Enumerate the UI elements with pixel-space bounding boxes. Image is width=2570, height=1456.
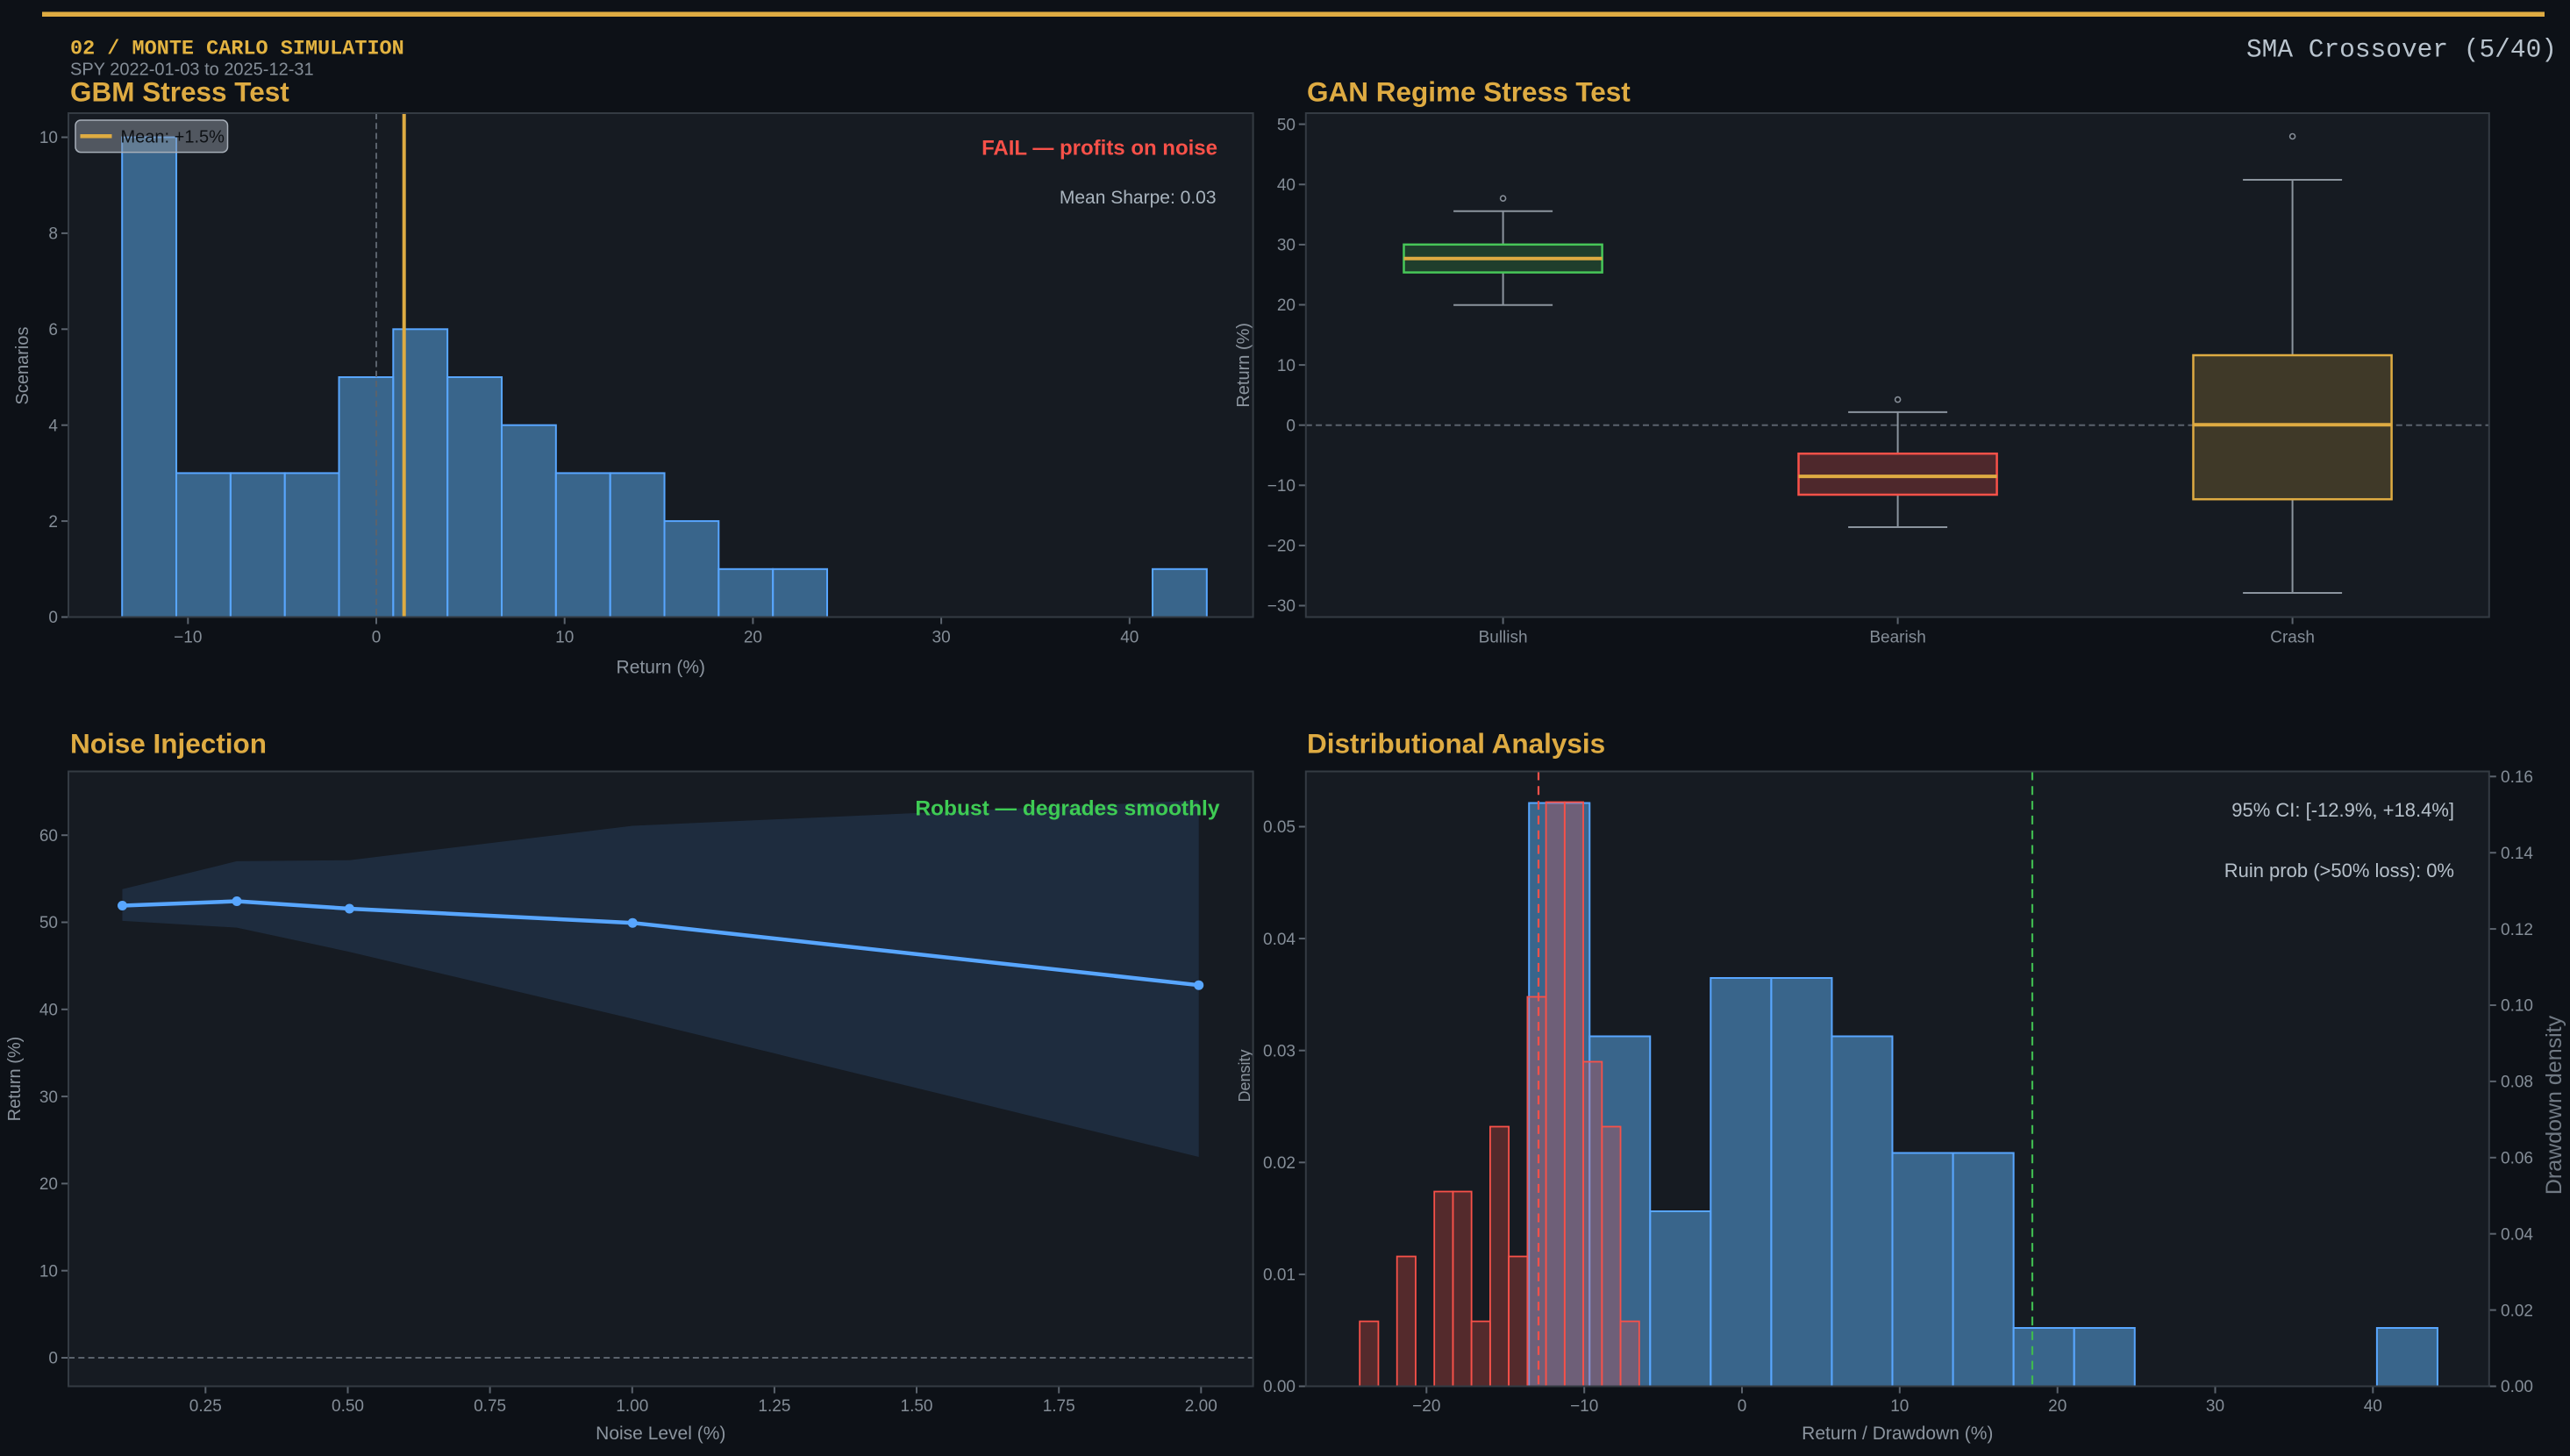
svg-text:02 / MONTE CARLO SIMULATION: 02 / MONTE CARLO SIMULATION: [70, 38, 404, 61]
svg-text:0: 0: [48, 1350, 58, 1368]
svg-text:−10: −10: [174, 629, 202, 647]
svg-text:0.08: 0.08: [2501, 1074, 2533, 1092]
svg-text:Bearish: Bearish: [1869, 629, 1925, 647]
svg-text:Mean: +1.5%: Mean: +1.5%: [121, 128, 225, 147]
svg-text:FAIL — profits on noise: FAIL — profits on noise: [982, 136, 1217, 160]
svg-text:0.14: 0.14: [2501, 845, 2533, 863]
svg-text:30: 30: [2206, 1397, 2224, 1416]
svg-text:10: 10: [1277, 357, 1296, 375]
svg-text:SMA Crossover (5/40): SMA Crossover (5/40): [2246, 35, 2557, 65]
svg-text:Scenarios: Scenarios: [13, 327, 32, 405]
svg-text:Bullish: Bullish: [1479, 629, 1528, 647]
svg-text:Return (%): Return (%): [5, 1037, 25, 1122]
svg-text:Distributional Analysis: Distributional Analysis: [1307, 728, 1605, 760]
svg-text:GAN Regime Stress Test: GAN Regime Stress Test: [1307, 76, 1631, 108]
svg-text:Crash: Crash: [2270, 629, 2315, 647]
svg-text:20: 20: [2048, 1397, 2067, 1416]
svg-text:0.10: 0.10: [2501, 997, 2533, 1016]
svg-text:−10: −10: [1570, 1397, 1598, 1416]
svg-text:Noise Level (%): Noise Level (%): [596, 1424, 725, 1444]
svg-text:95% CI: [-12.9%, +18.4%]: 95% CI: [-12.9%, +18.4%]: [2231, 799, 2454, 821]
svg-text:Return (%): Return (%): [617, 657, 706, 677]
svg-text:10: 10: [555, 629, 574, 647]
svg-text:1.00: 1.00: [616, 1397, 648, 1416]
svg-text:1.50: 1.50: [901, 1397, 933, 1416]
svg-text:10: 10: [39, 1262, 58, 1281]
svg-text:Noise Injection: Noise Injection: [70, 728, 267, 760]
svg-text:60: 60: [39, 827, 58, 846]
svg-text:0: 0: [1738, 1397, 1747, 1416]
svg-text:0.05: 0.05: [1263, 818, 1296, 837]
svg-text:50: 50: [39, 914, 58, 932]
svg-text:6: 6: [48, 321, 58, 339]
svg-text:30: 30: [932, 629, 951, 647]
svg-text:40: 40: [39, 1002, 58, 1020]
svg-text:0: 0: [1286, 417, 1296, 435]
svg-text:−20: −20: [1267, 538, 1296, 556]
svg-text:Ruin prob (>50% loss): 0%: Ruin prob (>50% loss): 0%: [2224, 860, 2454, 881]
svg-text:Mean Sharpe: 0.03: Mean Sharpe: 0.03: [1060, 188, 1217, 208]
svg-text:Return / Drawdown (%): Return / Drawdown (%): [1802, 1424, 1993, 1444]
svg-text:Drawdown density: Drawdown density: [2542, 1015, 2566, 1195]
svg-text:1.25: 1.25: [758, 1397, 790, 1416]
svg-text:Return (%): Return (%): [1234, 323, 1253, 408]
svg-text:−30: −30: [1267, 597, 1296, 616]
svg-text:0.04: 0.04: [1263, 931, 1296, 949]
svg-text:1.75: 1.75: [1043, 1397, 1075, 1416]
svg-text:0.25: 0.25: [189, 1397, 222, 1416]
svg-text:40: 40: [2364, 1397, 2382, 1416]
svg-text:0.16: 0.16: [2501, 768, 2533, 787]
svg-text:8: 8: [48, 225, 58, 244]
svg-text:Robust — degrades smoothly: Robust — degrades smoothly: [915, 797, 1220, 821]
svg-text:20: 20: [39, 1175, 58, 1194]
svg-text:10: 10: [1890, 1397, 1909, 1416]
svg-text:2.00: 2.00: [1185, 1397, 1217, 1416]
svg-text:−20: −20: [1412, 1397, 1440, 1416]
svg-text:0.02: 0.02: [2501, 1302, 2533, 1320]
svg-text:20: 20: [1277, 296, 1296, 315]
svg-text:0.00: 0.00: [1263, 1378, 1296, 1396]
svg-text:2: 2: [48, 513, 58, 532]
svg-text:0.75: 0.75: [474, 1397, 506, 1416]
svg-text:40: 40: [1120, 629, 1139, 647]
svg-text:GBM Stress Test: GBM Stress Test: [70, 76, 289, 108]
svg-text:0.06: 0.06: [2501, 1150, 2533, 1168]
svg-text:20: 20: [744, 629, 762, 647]
svg-text:0: 0: [372, 629, 382, 647]
svg-text:0: 0: [48, 609, 58, 627]
svg-text:30: 30: [1277, 237, 1296, 255]
svg-text:4: 4: [48, 417, 58, 435]
svg-text:0.01: 0.01: [1263, 1267, 1296, 1285]
svg-text:SPY 2022-01-03 to 2025-12-31: SPY 2022-01-03 to 2025-12-31: [70, 61, 314, 80]
svg-text:0.03: 0.03: [1263, 1042, 1296, 1060]
svg-text:0.12: 0.12: [2501, 921, 2533, 939]
svg-text:−10: −10: [1267, 477, 1296, 496]
svg-text:0.50: 0.50: [332, 1397, 364, 1416]
svg-text:Density: Density: [1236, 1049, 1253, 1102]
svg-text:0.04: 0.04: [2501, 1225, 2533, 1244]
svg-text:0.00: 0.00: [2501, 1378, 2533, 1396]
svg-text:50: 50: [1277, 116, 1296, 134]
svg-text:40: 40: [1277, 176, 1296, 195]
svg-text:0.02: 0.02: [1263, 1154, 1296, 1173]
svg-text:10: 10: [39, 129, 58, 147]
svg-text:30: 30: [39, 1088, 58, 1107]
